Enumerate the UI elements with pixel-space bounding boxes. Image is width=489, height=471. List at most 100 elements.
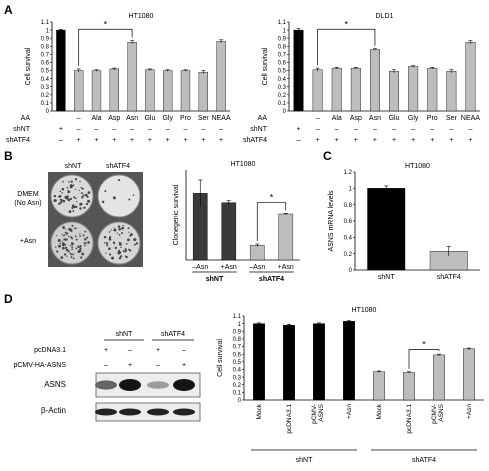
row-cell: – [112, 126, 116, 133]
colony-dot [128, 231, 130, 233]
bar [216, 41, 226, 112]
panel-label-b: B [4, 149, 13, 163]
colony-dot [61, 192, 63, 194]
y-tick-label: 0.6 [41, 61, 50, 67]
colony-dot [69, 197, 73, 201]
chart-title: DLD1 [376, 13, 394, 20]
y-axis-label: Cell survival [25, 47, 32, 85]
colony-dot [58, 194, 62, 198]
colony-dot [125, 243, 128, 245]
row-cell: – [449, 126, 453, 133]
colony-dot [55, 246, 57, 248]
y-tick-label: 0.1 [278, 101, 287, 107]
colony-dot [67, 191, 70, 194]
bar [145, 69, 155, 112]
bar [369, 49, 380, 112]
row-cell: + [59, 126, 63, 133]
row-cell: + [316, 137, 320, 144]
colony-dot [118, 241, 121, 244]
y-tick-label: 0.9 [278, 36, 287, 42]
colony-dot [122, 224, 124, 227]
panel-label-a: A [4, 3, 13, 17]
row-cell: – [201, 126, 205, 133]
colony-dot [75, 238, 78, 241]
colony-dot [132, 194, 135, 196]
y-axis-label: Clonegenic survival [173, 184, 180, 245]
colony-dot [76, 200, 78, 203]
row-cell: – [411, 126, 415, 133]
colony-dot [118, 249, 121, 252]
row-cell: – [335, 126, 339, 133]
colony-dot [130, 233, 133, 237]
colony-dot [118, 227, 122, 231]
blot-sign: – [104, 362, 108, 369]
colony-dot [67, 189, 69, 192]
colony-dot [108, 236, 112, 239]
x-tick-label: +Asn [466, 404, 473, 419]
bar [293, 29, 304, 112]
chart-title: HT1080 [129, 13, 154, 20]
chart-title: HT1080 [352, 307, 377, 314]
colony-dot [64, 243, 67, 246]
row-cell: NEAA [212, 115, 231, 122]
y-tick-label: 0.6 [344, 219, 353, 225]
x-tick-label: ASNS [318, 403, 325, 421]
bar [56, 29, 66, 112]
y-tick-label: 0.4 [278, 77, 287, 83]
row-cell: + [373, 137, 377, 144]
colony-dot [74, 227, 76, 230]
blot-sign: + [182, 362, 186, 369]
colony-dot [62, 181, 64, 183]
colony-dot [72, 184, 75, 187]
colony-dot [87, 191, 91, 194]
chart-a-ht1080: HT1080 Cell survival 0 0.1 0.2 0.3 0.4 0.5 0.6 0.… [6, 13, 231, 144]
colony-dot [62, 226, 65, 229]
row-cell: + [219, 137, 223, 144]
colony-dot [56, 250, 59, 253]
colony-dot [105, 242, 109, 245]
colony-dot [135, 242, 138, 245]
colony-dot [70, 228, 73, 232]
colony-dot [124, 250, 127, 253]
x-tick-label: ASNS [438, 403, 445, 421]
colony-dot [106, 244, 109, 247]
significance-bracket [78, 28, 133, 66]
colony-dot [69, 184, 73, 188]
row-cell: Ala [332, 115, 342, 122]
bar [74, 70, 84, 112]
y-tick-label: 0.8 [278, 44, 287, 50]
row-label: shATF4 [6, 137, 30, 144]
bar [408, 66, 419, 112]
colony-dot [120, 246, 122, 249]
band-asns [173, 379, 195, 391]
bar [463, 348, 475, 401]
colony-dot [77, 250, 81, 254]
colony-dot [84, 237, 86, 240]
x-tick-label: +Asn [346, 404, 353, 419]
colony-dot [84, 193, 88, 197]
band-actin [119, 408, 141, 416]
blot-sign: – [128, 347, 132, 354]
chart-b-clonogenic: HT1080 Clonegenic survival * –Asn +Asn –Asn +A… [173, 161, 300, 283]
colony-dot [59, 242, 62, 245]
row-cell: – [59, 137, 63, 144]
row-cell: – [77, 126, 81, 133]
y-tick-label: 0.3 [278, 85, 287, 91]
row-cell: – [468, 126, 472, 133]
row-label: shNT [13, 126, 30, 133]
significance-star: * [345, 19, 349, 29]
colony-dot [80, 186, 83, 189]
colony-dot [117, 225, 121, 228]
y-tick-label: 0.5 [233, 360, 242, 366]
bar [433, 354, 445, 401]
colony-dot [119, 255, 123, 258]
y-tick-label: 0.7 [278, 53, 287, 59]
row-cell: – [184, 126, 188, 133]
colony-dot [78, 189, 80, 192]
colony-dot [103, 235, 107, 239]
x-tick-label: Mock [376, 403, 383, 419]
row-cell: Ser [198, 115, 210, 122]
blot-bands [95, 379, 195, 416]
colony-dot [103, 242, 106, 244]
